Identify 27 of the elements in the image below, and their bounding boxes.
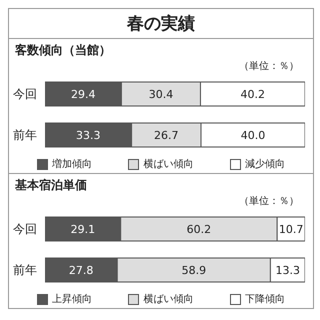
data-label: 30.4 [148,88,174,101]
data-label: 13.3 [275,264,300,277]
data-label: 33.3 [76,128,101,142]
data-label: 40.2 [240,88,265,101]
chart-title: 春の実績 [126,13,196,36]
data-label: 60.2 [186,222,212,236]
data-label: 10.7 [278,222,304,236]
y-tick-label: 前年 [13,262,37,277]
y-tick-label: 今回 [13,222,37,236]
legend-label: 横ばい傾向 [142,292,194,306]
text: （単位：％） [239,61,299,72]
legend-label: 上昇傾向 [51,292,92,306]
data-label: 27.8 [68,264,94,277]
data-label: 26.7 [154,128,179,142]
data-label: 29.4 [70,88,96,101]
data-label: 58.9 [182,264,206,277]
legend-label: 減少傾向 [244,158,285,171]
legend-label: 横ばい傾向 [142,158,194,171]
y-tick-label: 前年 [13,128,37,142]
data-label: 29.1 [70,222,96,236]
chart-title: 基本宿泊単価 [15,177,87,194]
data-label: 40.0 [240,128,266,142]
text: （単位：％） [239,196,299,207]
legend-label: 増加傾向 [51,158,92,171]
chart-subtitle: 客数傾向（当館） [15,42,111,59]
legend-label: 下降傾向 [244,293,285,306]
y-tick-label: 今回 [13,86,37,101]
